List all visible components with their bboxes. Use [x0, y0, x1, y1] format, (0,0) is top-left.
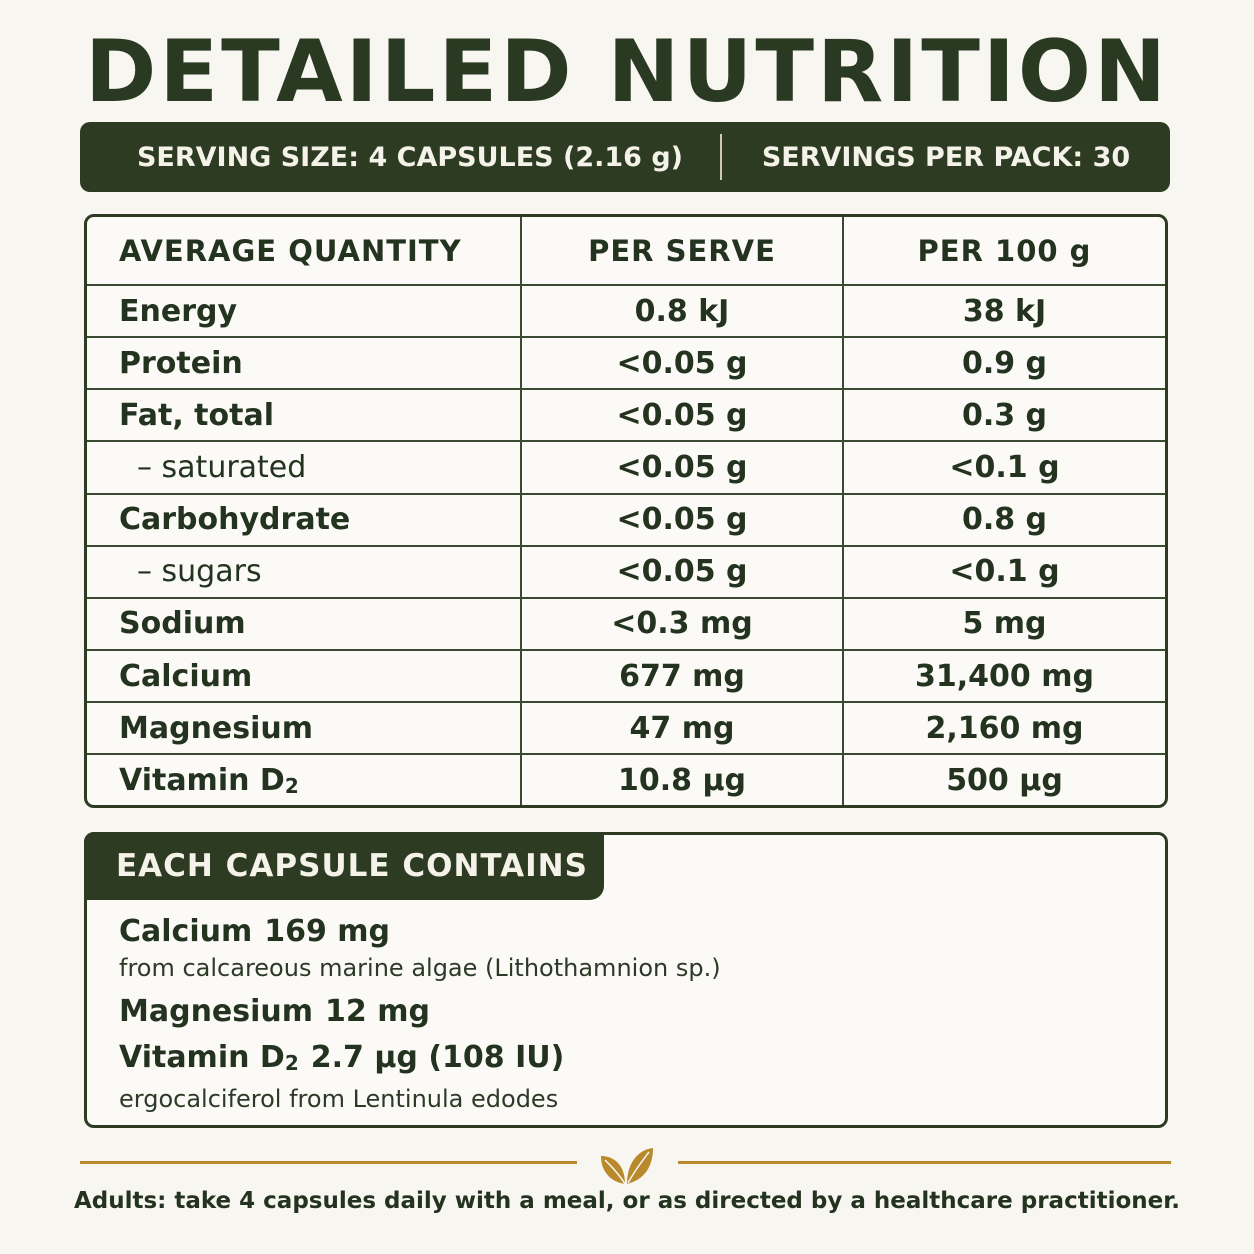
table-header-row: AVERAGE QUANTITY PER SERVE PER 100 g — [87, 217, 1165, 286]
per-100g-value: 0.9 g — [842, 337, 1165, 391]
per-serve-value: <0.3 mg — [520, 597, 843, 651]
per-100g-value: <0.1 g — [842, 441, 1165, 495]
table-row: Vitamin D2 10.8 µg 500 µg — [87, 754, 1165, 805]
per-serve-value: <0.05 g — [520, 337, 843, 391]
capsule-contents-box: EACH CAPSULE CONTAINS Calcium 169 mg from… — [84, 832, 1168, 1128]
calcium-note: from calcareous marine algae (Lithothamn… — [119, 954, 721, 982]
table-row: Calcium 677 mg 31,400 mg — [87, 649, 1165, 704]
table-row: Protein <0.05 g 0.9 g — [87, 337, 1165, 391]
header-per-100g: PER 100 g — [842, 217, 1165, 286]
capsule-vitamin-d: Vitamin D2 2.7 µg (108 IU) — [119, 1037, 721, 1084]
per-100g-value: 31,400 mg — [842, 649, 1165, 704]
per-serve-value: 47 mg — [520, 702, 843, 756]
per-100g-value: 5 mg — [842, 597, 1165, 651]
capsule-magnesium: Magnesium 12 mg — [119, 991, 721, 1033]
nutrient-name: Protein — [87, 337, 521, 391]
nutrient-name-text: Vitamin D — [119, 762, 285, 798]
subscript: 2 — [284, 1051, 299, 1075]
per-serve-value: 677 mg — [520, 649, 843, 704]
serving-divider — [720, 134, 722, 180]
capsule-heading: EACH CAPSULE CONTAINS — [84, 832, 604, 900]
table-row: Carbohydrate <0.05 g 0.8 g — [87, 493, 1165, 547]
nutrient-name: Energy — [87, 285, 521, 339]
nutrient-name: Carbohydrate — [87, 493, 521, 547]
nutrient-name: Fat, total — [87, 389, 521, 443]
per-100g-value: <0.1 g — [842, 545, 1165, 599]
nutrition-table: AVERAGE QUANTITY PER SERVE PER 100 g Ene… — [84, 214, 1168, 808]
magnesium-name: Magnesium — [119, 994, 314, 1029]
capsule-calcium: Calcium 169 mg — [119, 911, 721, 953]
serving-info-bar: SERVING SIZE: 4 CAPSULES (2.16 g) SERVIN… — [80, 122, 1170, 192]
vitd-note: ergocalciferol from Lentinula edodes — [119, 1085, 559, 1113]
nutrient-name: Vitamin D2 — [87, 754, 521, 805]
header-per-serve: PER SERVE — [520, 217, 843, 286]
nutrient-name: Calcium — [87, 649, 521, 704]
per-100g-value: 0.3 g — [842, 389, 1165, 443]
table-row: – sugars <0.05 g <0.1 g — [87, 545, 1165, 599]
per-serve-value: <0.05 g — [520, 493, 843, 547]
per-serve-value: <0.05 g — [520, 545, 843, 599]
usage-directions: Adults: take 4 capsules daily with a mea… — [73, 1188, 1181, 1214]
capsule-body: Calcium 169 mg from calcareous marine alg… — [119, 911, 721, 1122]
per-100g-value: 0.8 g — [842, 493, 1165, 547]
table-row: Fat, total <0.05 g 0.3 g — [87, 389, 1165, 443]
per-100g-value: 2,160 mg — [842, 702, 1165, 756]
table-row: Magnesium 47 mg 2,160 mg — [87, 702, 1165, 756]
table-row: Sodium <0.3 mg 5 mg — [87, 597, 1165, 651]
divider-line-left — [80, 1161, 577, 1164]
leaf-icon — [597, 1144, 657, 1186]
page-title: DETAILED NUTRITION — [85, 22, 1169, 122]
per-serve-value: 10.8 µg — [520, 754, 843, 805]
nutrient-name: – saturated — [87, 441, 521, 495]
vitd-name: Vitamin D — [119, 1040, 285, 1075]
magnesium-value: 12 mg — [325, 994, 430, 1029]
subscript: 2 — [284, 773, 299, 798]
per-100g-value: 38 kJ — [842, 285, 1165, 339]
header-average-quantity: AVERAGE QUANTITY — [87, 217, 521, 286]
servings-per-pack: SERVINGS PER PACK: 30 — [761, 141, 1131, 173]
per-100g-value: 500 µg — [842, 754, 1165, 805]
divider-line-right — [678, 1161, 1171, 1164]
per-serve-value: 0.8 kJ — [520, 285, 843, 339]
serving-size: SERVING SIZE: 4 CAPSULES (2.16 g) — [136, 141, 684, 173]
per-serve-value: <0.05 g — [520, 441, 843, 495]
calcium-value: 169 mg — [264, 914, 391, 949]
nutrient-name: Sodium — [87, 597, 521, 651]
table-row: – saturated <0.05 g <0.1 g — [87, 441, 1165, 495]
nutrient-name: – sugars — [87, 545, 521, 599]
calcium-name: Calcium — [119, 914, 253, 949]
table-row: Energy 0.8 kJ 38 kJ — [87, 285, 1165, 339]
nutrient-name: Magnesium — [87, 702, 521, 756]
vitd-value: 2.7 µg (108 IU) — [310, 1040, 565, 1075]
per-serve-value: <0.05 g — [520, 389, 843, 443]
